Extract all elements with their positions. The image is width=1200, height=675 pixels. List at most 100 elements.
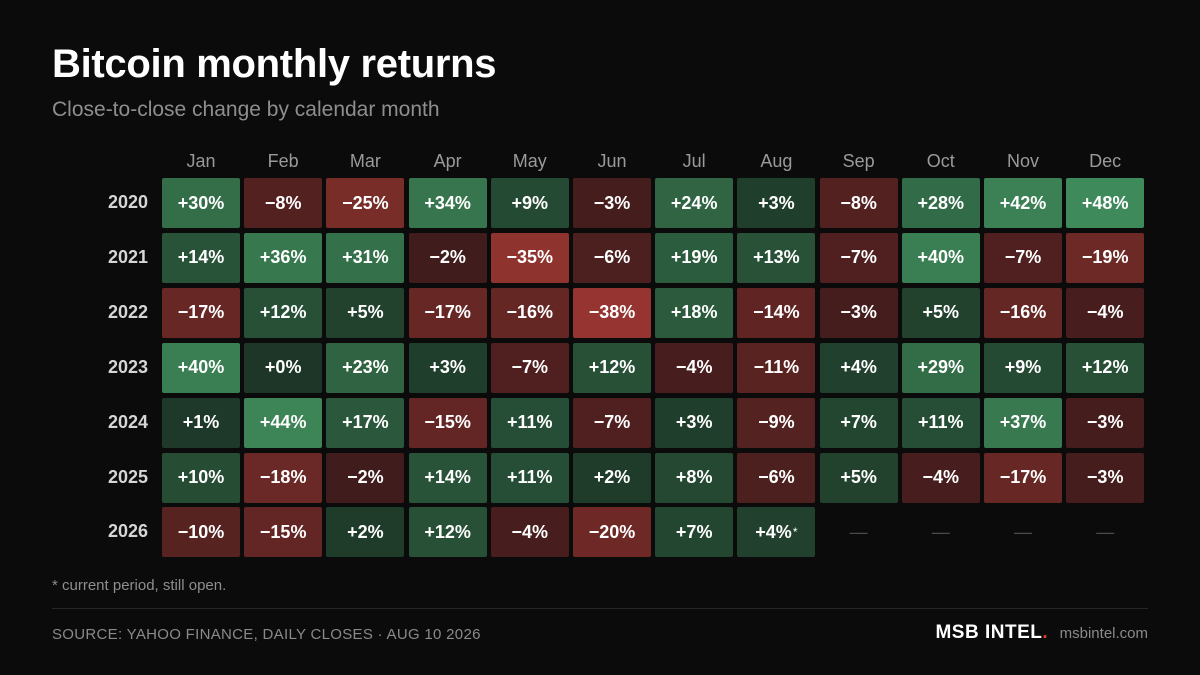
heatmap-cell-2025-dec: −3%: [1066, 452, 1145, 503]
heatmap-cell-2020-nov: +42%: [984, 178, 1062, 228]
heatmap-cell-2025-mar: −2%: [326, 452, 405, 503]
heatmap-cell-2020-may: +9%: [490, 178, 569, 228]
heatmap-cell-2022-jul: +18%: [655, 287, 734, 338]
row-label-2026: 2026: [107, 521, 148, 542]
heatmap-cell-2026-jun: −20%: [573, 507, 651, 558]
footnote: * current period, still open.: [52, 577, 227, 594]
cell-value-label: −19%: [1081, 247, 1129, 268]
heatmap-cell-2024-nov: +37%: [984, 397, 1062, 448]
heatmap-cell-2023-jan: +40%: [162, 342, 240, 393]
brand-dot: .: [1042, 622, 1048, 643]
heatmap-cell-2026-apr: +12%: [408, 507, 487, 558]
cell-value-label: −7%: [1004, 247, 1042, 268]
heatmap-cell-2023-jun: +12%: [573, 342, 651, 393]
heatmap-cell-2025-oct: −4%: [901, 452, 980, 503]
cell-value-label: +29%: [917, 357, 965, 378]
cell-value-label: −8%: [264, 192, 302, 213]
cell-value-label: +3%: [675, 412, 713, 433]
heatmap-cell-2021-aug: +13%: [737, 232, 816, 283]
cell-value-label: +12%: [259, 302, 307, 323]
cell-value-label: +9%: [1004, 357, 1042, 378]
heatmap-cell-2024-aug: −9%: [737, 397, 816, 448]
heatmap-cell-2023-oct: +29%: [901, 342, 980, 393]
heatmap-cell-2025-nov: −17%: [984, 452, 1062, 503]
cell-value-label: +3%: [429, 357, 466, 378]
row-label-2024: 2024: [107, 411, 148, 432]
heatmap-cell-2024-oct: +11%: [901, 397, 980, 448]
heatmap-cell-2022-jan: −17%: [162, 287, 240, 338]
cell-value-label: +11%: [507, 412, 553, 433]
source-note: SOURCE: YAHOO FINANCE, DAILY CLOSES · AU…: [52, 626, 481, 643]
cell-value-label: +31%: [342, 247, 389, 268]
cell-value-label: +10%: [177, 467, 225, 487]
heatmap-cell-2026-jul: +7%: [655, 507, 734, 558]
heatmap-cell-2026-dec: —: [1066, 507, 1144, 557]
heatmap-cell-2024-jul: +3%: [655, 397, 734, 448]
chart-title: Bitcoin monthly returns: [52, 42, 497, 86]
heatmap-cell-2021-apr: −2%: [408, 232, 487, 283]
cell-value-label: +4%: [755, 521, 792, 542]
heatmap-cell-2022-nov: −16%: [984, 287, 1062, 338]
cell-value-label: −3%: [593, 192, 631, 213]
heatmap-cell-2020-feb: −8%: [244, 178, 323, 228]
cell-value-label: −17%: [424, 302, 471, 323]
heatmap-cell-2023-feb: +0%: [244, 342, 323, 393]
cell-value-label: −25%: [342, 192, 389, 213]
cell-value-label: −4%: [511, 521, 549, 542]
column-label-aug: Aug: [760, 151, 793, 171]
heatmap-cell-2020-oct: +28%: [901, 178, 980, 228]
cell-value-label: +14%: [424, 467, 471, 487]
heatmap-cell-2023-sep: +4%: [819, 342, 898, 393]
heatmap-cell-2023-apr: +3%: [408, 342, 487, 393]
cell-value-label: −17%: [999, 467, 1047, 487]
cell-value-label: +5%: [347, 302, 384, 323]
heatmap-cell-2021-jul: +19%: [655, 232, 734, 283]
cell-value-label: +2%: [593, 467, 631, 487]
cell-value-label: —: [931, 521, 950, 542]
heatmap-cell-2020-dec: +48%: [1066, 178, 1145, 228]
column-label-sep: Sep: [842, 151, 875, 171]
open-period-marker: *: [792, 525, 798, 540]
cell-value-label: +9%: [511, 192, 549, 213]
site-link[interactable]: msbintel.com: [1059, 625, 1148, 642]
heatmap-cell-2022-aug: −14%: [737, 287, 816, 338]
brand-logo-text: MSB INTEL: [935, 622, 1043, 643]
heatmap-cell-2021-jan: +14%: [162, 232, 240, 283]
cell-value-label: −15%: [424, 412, 471, 433]
heatmap-cell-2026-sep: —: [820, 507, 898, 557]
heatmap-cell-2025-jun: +2%: [573, 452, 651, 503]
cell-value-label: −2%: [347, 467, 384, 487]
cell-value-label: −17%: [177, 302, 225, 323]
cell-value-label: −7%: [840, 247, 877, 268]
column-label-jun: Jun: [597, 151, 627, 171]
cell-value-label: +0%: [264, 357, 302, 378]
heatmap-cell-2025-may: +11%: [490, 452, 569, 503]
heatmap-cell-2021-dec: −19%: [1066, 232, 1145, 283]
heatmap-cell-2020-mar: −25%: [326, 178, 405, 228]
cell-value-label: +40%: [177, 357, 225, 378]
cell-value-label: +44%: [259, 412, 307, 433]
heatmap-cell-2022-apr: −17%: [408, 287, 487, 338]
heatmap-cell-2021-jun: −6%: [573, 232, 651, 283]
heatmap-cell-2023-mar: +23%: [326, 342, 405, 393]
cell-value-label: +24%: [670, 192, 718, 213]
row-label-2022: 2022: [107, 301, 148, 322]
heatmap-cell-2026-jan: −10%: [162, 507, 240, 558]
heatmap-cell-2021-may: −35%: [490, 232, 569, 283]
heatmap-cell-2024-feb: +44%: [244, 397, 323, 448]
column-label-jul: Jul: [682, 151, 706, 171]
heatmap-cell-2023-nov: +9%: [984, 342, 1062, 393]
column-label-may: May: [512, 151, 547, 171]
column-label-nov: Nov: [1006, 151, 1039, 171]
cell-value-label: −35%: [506, 247, 554, 268]
heatmap-cell-2020-jun: −3%: [573, 178, 651, 228]
heatmap-cell-2024-dec: −3%: [1066, 397, 1145, 448]
column-label-feb: Feb: [267, 151, 299, 171]
heatmap-cell-2023-jul: −4%: [655, 342, 734, 393]
heatmap-cell-2022-oct: +5%: [901, 287, 980, 338]
heatmap-cell-2025-sep: +5%: [819, 452, 898, 503]
cell-value-label: −4%: [675, 357, 713, 378]
heatmap-cell-2025-jan: +10%: [162, 452, 240, 503]
cell-value-label: +2%: [347, 521, 384, 542]
